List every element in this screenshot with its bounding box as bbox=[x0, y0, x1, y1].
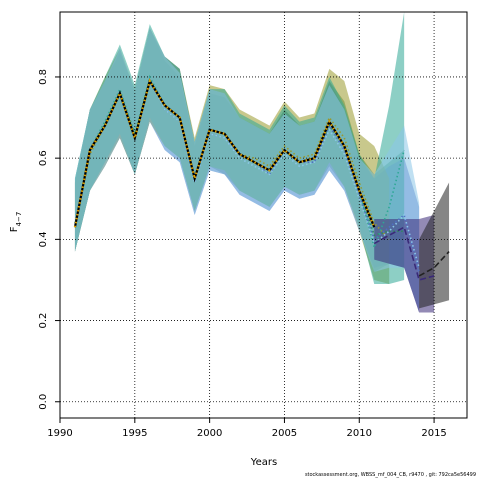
x-tick-label: 2015 bbox=[421, 428, 446, 439]
x-tick-label: 1995 bbox=[122, 428, 147, 439]
y-tick-label-group: 0.0 bbox=[38, 394, 49, 410]
y-tick-label-group: 0.8 bbox=[38, 69, 49, 85]
series-lines bbox=[73, 74, 450, 281]
x-tick-label: 2005 bbox=[272, 428, 297, 439]
confidence-band-7 bbox=[419, 182, 450, 309]
y-axis-title-sub: 4−7 bbox=[15, 212, 23, 227]
series-line-6 bbox=[373, 226, 435, 281]
x-axis-title: Years bbox=[250, 457, 277, 468]
x-axis: 1990 1995 2000 2005 2010 2015 bbox=[47, 418, 447, 439]
y-tick-label: 0.4 bbox=[38, 231, 49, 247]
plot-frame bbox=[59, 11, 468, 419]
y-tick-label: 0.0 bbox=[38, 394, 49, 410]
y-tick-label: 0.2 bbox=[38, 313, 49, 329]
y-tick-label-group: 0.2 bbox=[38, 313, 49, 329]
confidence-bands bbox=[74, 12, 450, 313]
x-tick-label: 1990 bbox=[47, 428, 72, 439]
credit-footer: stockassessment.org, WBSS_mf_004_CB, r94… bbox=[304, 472, 476, 478]
y-tick-label: 0.6 bbox=[38, 150, 49, 166]
y-tick-label-group: 0.4 bbox=[38, 231, 49, 247]
gridlines bbox=[59, 12, 467, 418]
svg-text:F4−7: F4−7 bbox=[9, 212, 23, 233]
y-axis-title: F4−7 bbox=[9, 212, 23, 233]
y-tick-label: 0.8 bbox=[38, 69, 49, 85]
x-tick-label: 2000 bbox=[197, 428, 222, 439]
y-axis-title-main: F bbox=[9, 226, 20, 232]
reference-line-base bbox=[73, 78, 376, 228]
y-axis: 0.0 0.2 0.4 0.6 0.8 bbox=[38, 69, 60, 410]
series-line-5 bbox=[74, 78, 420, 268]
x-tick-label: 2010 bbox=[347, 428, 372, 439]
confidence-band-5 bbox=[74, 28, 420, 309]
y-tick-label-group: 0.6 bbox=[38, 150, 49, 166]
series-line-7 bbox=[418, 250, 450, 277]
